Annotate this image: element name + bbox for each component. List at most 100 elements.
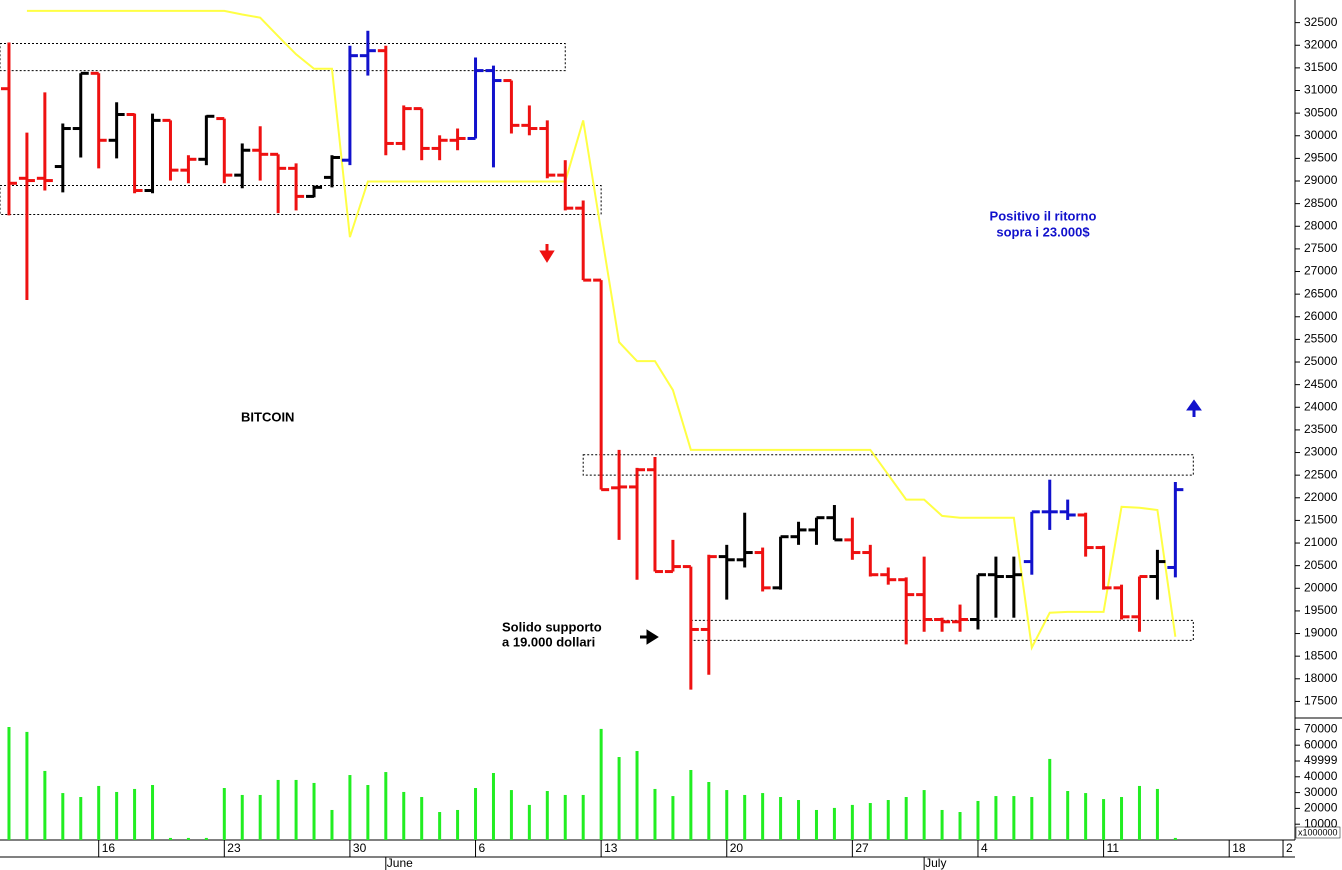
volume-bar [294, 779, 298, 840]
volume-bar [491, 772, 495, 840]
y-tick-label: 28500 [1304, 196, 1338, 210]
chart-title: BITCOIN [241, 409, 294, 424]
volume-bar [563, 794, 567, 840]
volume-bar [527, 804, 531, 840]
volume-bar [43, 770, 47, 840]
y-tick-label: 31500 [1304, 60, 1338, 74]
y-tick-label: 27500 [1304, 241, 1338, 255]
volume-bar [599, 728, 603, 840]
volume-bar [240, 794, 244, 840]
y-tick-label: 26500 [1304, 286, 1338, 300]
volume-bar [850, 804, 854, 840]
volume-unit: x1000000 [1298, 827, 1338, 837]
y-tick-label: 25000 [1304, 354, 1338, 368]
y-tick-label: 18500 [1304, 648, 1338, 662]
volume-tick-label: 10000 [1304, 816, 1338, 830]
volume-bar [1120, 797, 1124, 840]
y-tick-label: 20500 [1304, 558, 1338, 572]
y-tick-label: 19500 [1304, 603, 1338, 617]
y-tick-label: 30500 [1304, 105, 1338, 119]
y-tick-label: 22000 [1304, 490, 1338, 504]
y-tick-label: 23500 [1304, 422, 1338, 436]
volume-bar [186, 837, 190, 840]
volume-bar [330, 809, 334, 840]
y-tick-label: 21500 [1304, 513, 1338, 527]
volume-bar [797, 800, 801, 840]
volume-bar [258, 794, 262, 840]
volume-tick-label: 49999 [1304, 753, 1338, 767]
support-zone [690, 619, 1194, 641]
volume-bar [438, 812, 442, 840]
volume-tick-label: 70000 [1304, 722, 1338, 736]
trend-line [26, 9, 1177, 651]
volume-tick-label: 30000 [1304, 785, 1338, 799]
y-tick-label: 27000 [1304, 264, 1338, 278]
y-tick-label: 17500 [1304, 694, 1338, 708]
volume-bar [7, 727, 11, 840]
y-tick-label: 20000 [1304, 580, 1338, 594]
x-tick-label: 30 [353, 841, 367, 855]
volume-tick-label: 40000 [1304, 769, 1338, 783]
volume-bar [348, 775, 352, 840]
volume-bar [653, 788, 657, 840]
right-arrow [640, 629, 659, 645]
volume-bar [1137, 785, 1141, 840]
volume-bar [617, 757, 621, 840]
unit-box [1295, 826, 1341, 839]
y-tick-label: 32000 [1304, 37, 1338, 51]
volume-bar [276, 779, 280, 840]
x-tick-label: 16 [102, 841, 116, 855]
volume-bar [635, 751, 639, 840]
volume-bar [832, 807, 836, 840]
volume-bar [204, 837, 208, 840]
x-tick-label: 18 [1232, 841, 1246, 855]
annotation: Positivo il ritorno [990, 208, 1097, 223]
volume-bar [1012, 796, 1016, 840]
volume-bar [151, 785, 155, 840]
y-tick-label: 18000 [1304, 671, 1338, 685]
down-arrow [539, 244, 555, 263]
y-tick-label: 29000 [1304, 173, 1338, 187]
volume-tick-label: 20000 [1304, 801, 1338, 815]
annotation: a 19.000 dollari [502, 634, 595, 649]
volume-bar [456, 809, 460, 840]
volume-bar [940, 809, 944, 840]
volume-bar [168, 837, 172, 840]
volume-bar [79, 797, 83, 840]
volume-bar [1066, 791, 1070, 840]
volume-bar [761, 793, 765, 840]
y-tick-label: 25500 [1304, 332, 1338, 346]
volume-bar [958, 812, 962, 840]
x-tick-label: 4 [981, 841, 988, 855]
volume-bar [743, 794, 747, 840]
annotation: sopra i 23.000$ [996, 224, 1090, 239]
month-label: June [387, 856, 413, 870]
volume-bar [725, 790, 729, 840]
y-tick-label: 21000 [1304, 535, 1338, 549]
volume-bar [97, 785, 101, 840]
volume-bar [994, 796, 998, 840]
x-tick-label: 23 [227, 841, 241, 855]
volume-tick-label: 60000 [1304, 737, 1338, 751]
volume-bar [115, 791, 119, 840]
y-tick-label: 28000 [1304, 218, 1338, 232]
volume-bar [707, 782, 711, 840]
volume-bar [1084, 793, 1088, 840]
y-tick-label: 31000 [1304, 83, 1338, 97]
support-zone [0, 42, 566, 72]
volume-bar [366, 785, 370, 840]
month-label: July [925, 856, 946, 870]
volume-bar [222, 788, 226, 840]
y-tick-label: 19000 [1304, 626, 1338, 640]
volume-bar [1030, 797, 1034, 840]
x-tick-label: 11 [1107, 841, 1120, 855]
x-tick-label: 20 [730, 841, 744, 855]
volume-bar [976, 800, 980, 840]
volume-bar [1173, 837, 1177, 840]
x-tick-label: 13 [604, 841, 618, 855]
y-tick-label: 30000 [1304, 128, 1338, 142]
volume-bar [25, 731, 29, 840]
volume-bar [509, 790, 513, 840]
volume-bar [581, 794, 585, 840]
